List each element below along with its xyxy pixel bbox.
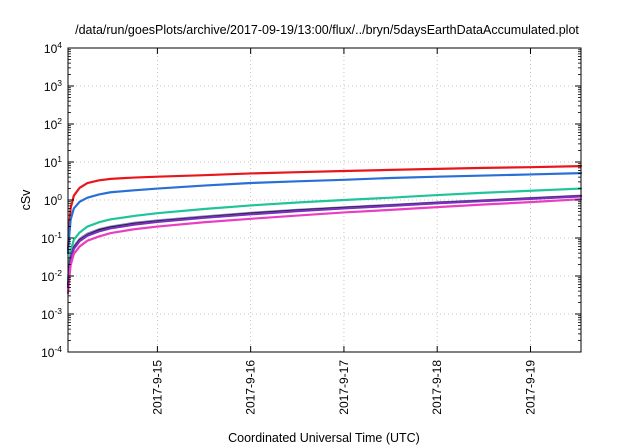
y-tick-label: 100 <box>44 192 62 208</box>
y-tick-label: 10-2 <box>41 268 62 284</box>
x-axis-label: Coordinated Universal Time (UTC) <box>228 431 420 445</box>
chart-title: /data/run/goesPlots/archive/2017-09-19/1… <box>75 23 579 37</box>
series-line <box>66 195 583 289</box>
series-line <box>66 198 583 295</box>
series-line <box>66 187 583 281</box>
x-tick-label: 2017-9-17 <box>337 360 351 415</box>
y-tick-label: 10-4 <box>41 344 62 360</box>
y-axis-label: cSv <box>19 189 33 211</box>
series-line <box>66 165 583 251</box>
series-lines <box>66 165 583 295</box>
x-tick-label: 2017-9-18 <box>430 360 444 415</box>
y-tick-label: 104 <box>44 40 62 56</box>
y-tick-label: 103 <box>44 78 62 94</box>
y-tick-label: 101 <box>44 154 62 170</box>
x-tick-label: 2017-9-19 <box>523 360 537 415</box>
y-tick-label: 10-1 <box>41 230 62 246</box>
axis-ticks: 10-4 10-3 10-2 10-1 100 101 102 103 104 2017-9-15… <box>41 40 581 415</box>
x-tick-label: 2017-9-16 <box>244 360 258 415</box>
series-line <box>66 172 583 255</box>
x-tick-label: 2017-9-15 <box>150 360 164 415</box>
y-tick-label: 102 <box>44 116 62 132</box>
y-tick-label: 10-3 <box>41 306 62 322</box>
